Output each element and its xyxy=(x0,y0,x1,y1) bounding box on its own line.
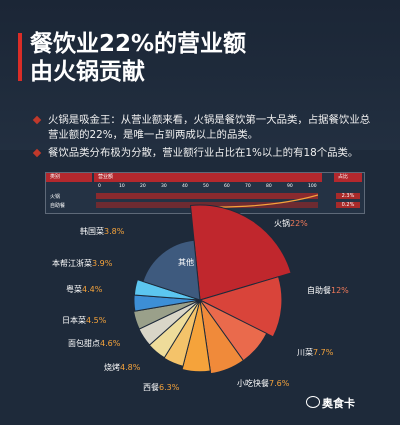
table-header-left: 类别 xyxy=(50,174,61,180)
slice-label: 西餐6.3% xyxy=(143,383,180,392)
header-background xyxy=(0,0,400,150)
slice-label: 烧烤4.8% xyxy=(104,362,141,372)
bullet-item: 火锅是吸金王：从营业额来看，火锅是餐饮第一大品类，占据餐饮业总营业额的22%，是… xyxy=(32,113,374,143)
slice-label: 粤菜4.4% xyxy=(66,284,103,294)
pie-slice xyxy=(181,299,211,373)
tick-label: 100 xyxy=(308,184,317,189)
tick-label: 50 xyxy=(203,184,209,189)
title-line-1: 餐饮业22%的营业额 xyxy=(30,31,247,57)
pie-slice xyxy=(199,299,245,375)
tick-label: 80 xyxy=(266,184,272,189)
row-bar xyxy=(96,193,318,199)
tick-label: 10 xyxy=(119,184,125,189)
tick-label: 70 xyxy=(245,184,251,189)
slice-label: 本帮江浙菜3.9% xyxy=(52,258,113,268)
growth-curve xyxy=(96,193,319,208)
title-line-2: 由火锅贡献 xyxy=(30,59,145,85)
bullet-text: 餐饮品类分布极为分散，营业额行业占比在1%以上的有18个品类。 xyxy=(48,147,359,159)
slice-label: 自助餐12% xyxy=(307,285,349,295)
table-header-cell xyxy=(334,173,362,182)
slice-label: 川菜7.7% xyxy=(297,347,334,357)
tick-label: 20 xyxy=(140,184,146,189)
tick-label: 60 xyxy=(224,184,230,189)
pie-slice xyxy=(198,276,283,338)
row-label: 自助餐 xyxy=(50,203,66,209)
wechat-icon xyxy=(306,396,320,408)
tick-label: 0 xyxy=(98,184,101,189)
slice-label: 面包甜点4.6% xyxy=(68,338,121,348)
bullet-item: 餐饮品类分布极为分散，营业额行业占比在1%以上的有18个品类。 xyxy=(32,146,374,161)
bullet-text: 火锅是吸金王：从营业额来看，火锅是餐饮第一大品类，占据餐饮业总营业额的22%，是… xyxy=(48,114,371,141)
table-header-cell xyxy=(46,173,92,182)
pie-slice xyxy=(189,204,292,301)
pie-slice xyxy=(142,239,201,301)
page-title: 餐饮业22%的营业额 由火锅贡献 xyxy=(30,30,370,86)
table-header-right: 占比 xyxy=(338,174,349,180)
table-header-cell xyxy=(94,173,322,182)
slice-label: 火锅22% xyxy=(274,218,308,228)
slice-label: 日本菜4.5% xyxy=(62,315,107,325)
title-accent-bar xyxy=(18,33,22,81)
slice-label: 小吃快餐7.6% xyxy=(237,378,290,388)
row-value: 0.2% xyxy=(336,202,360,208)
tick-label: 30 xyxy=(161,184,167,189)
bullet-list: 火锅是吸金王：从营业额来看，火锅是餐饮第一大品类，占据餐饮业总营业额的22%，是… xyxy=(32,113,374,164)
row-value: 2.3% xyxy=(336,193,360,199)
tick-label: 90 xyxy=(287,184,293,189)
pie-slice xyxy=(133,299,201,330)
watermark: 奥食卡 xyxy=(322,397,355,410)
tick-label: 40 xyxy=(182,184,188,189)
table-header-mid: 营业额 xyxy=(98,174,114,180)
slice-label: 韩国菜3.8% xyxy=(80,226,125,236)
slice-label: 其他 xyxy=(178,257,194,267)
row-label: 火锅 xyxy=(50,194,61,200)
